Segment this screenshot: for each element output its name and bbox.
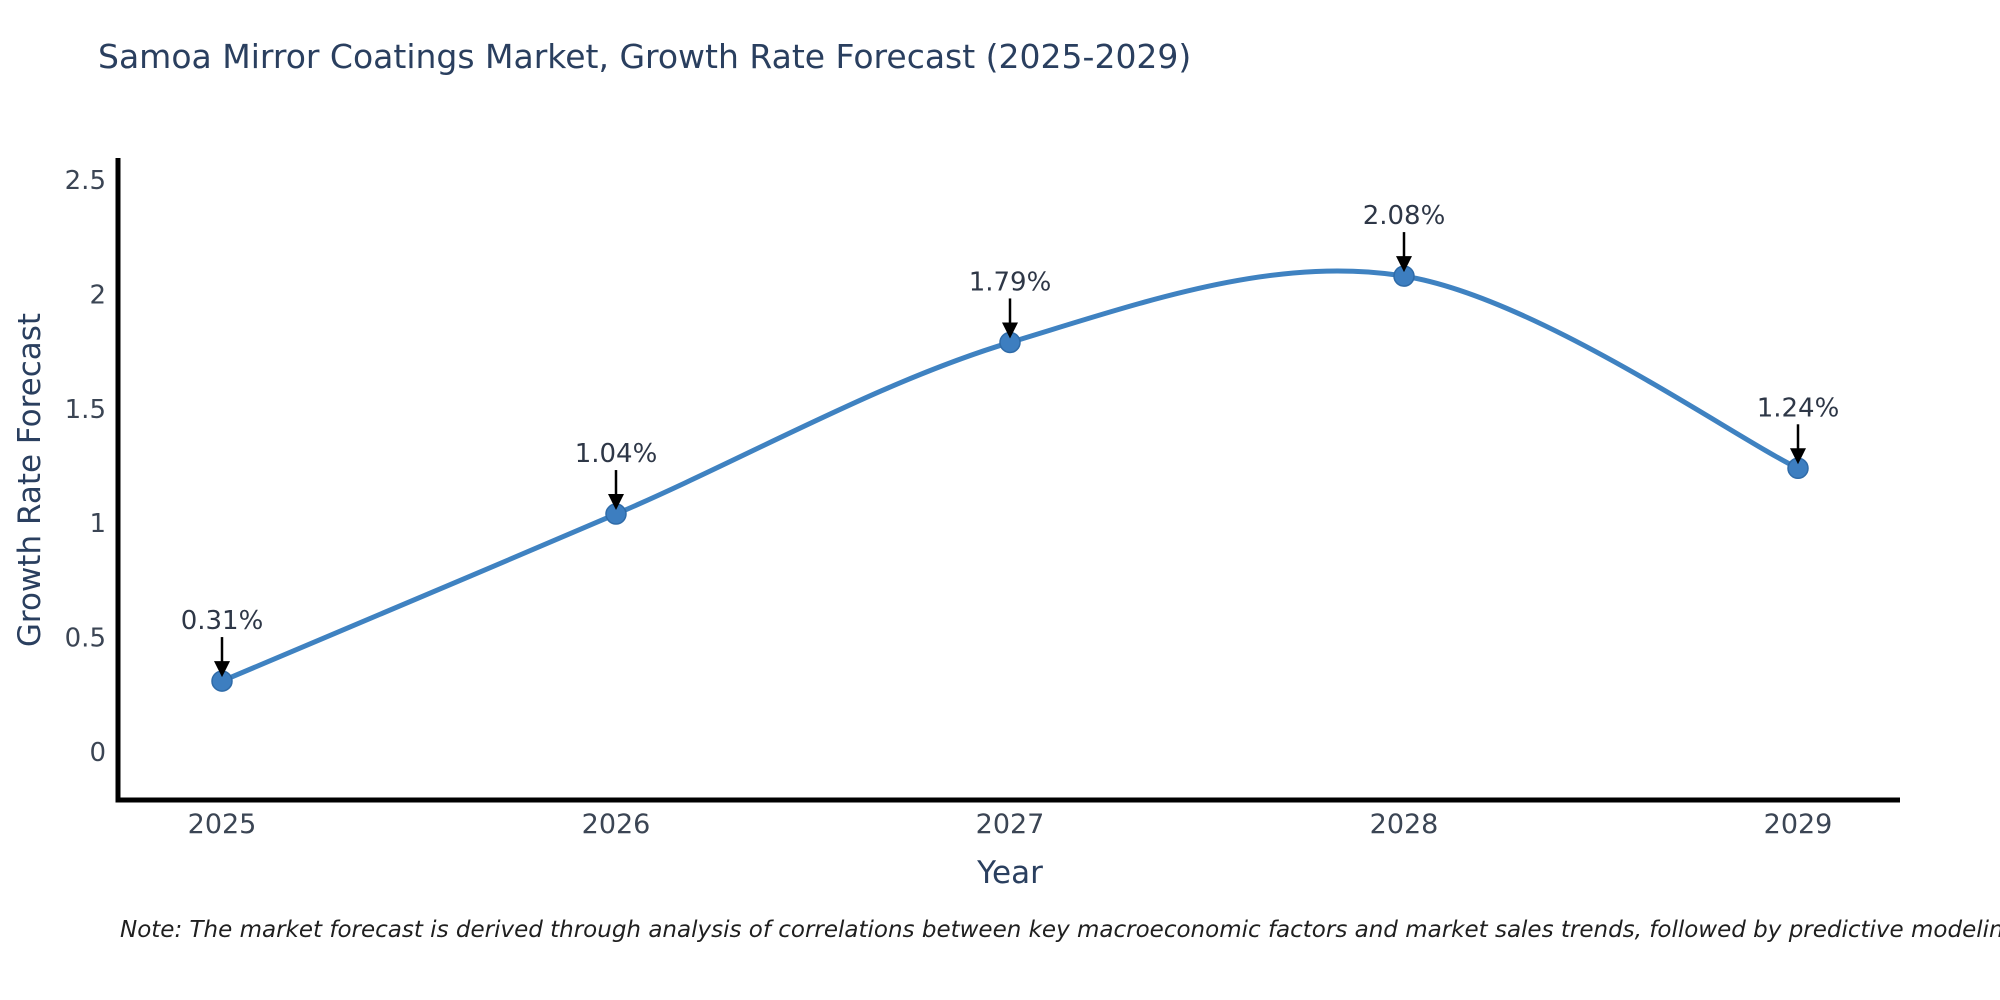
y-tick-label: 1.5	[65, 395, 106, 425]
data-point-label: 1.79%	[969, 267, 1052, 297]
data-point-label: 0.31%	[181, 606, 264, 636]
x-tick-label: 2027	[976, 809, 1045, 840]
x-tick-label: 2028	[1370, 809, 1439, 840]
x-tick-label: 2025	[188, 809, 257, 840]
y-tick-label: 1	[89, 509, 106, 539]
x-tick-label: 2029	[1764, 809, 1833, 840]
chart-title: Samoa Mirror Coatings Market, Growth Rat…	[98, 37, 1192, 76]
y-tick-label: 2.5	[65, 166, 106, 196]
data-point-label: 1.24%	[1757, 393, 1840, 423]
annotation-arrowhead	[608, 494, 624, 511]
y-tick-label: 0	[89, 738, 106, 768]
x-tick-label: 2026	[582, 809, 651, 840]
y-tick-label: 2	[89, 280, 106, 310]
data-point-label: 2.08%	[1363, 201, 1446, 231]
annotation-arrowhead	[214, 661, 230, 678]
annotation-arrowhead	[1002, 322, 1018, 339]
y-tick-label: 0.5	[65, 624, 106, 654]
footnote: Note: The market forecast is derived thr…	[120, 917, 2000, 943]
x-axis-title: Year	[977, 855, 1043, 891]
data-point-label: 1.04%	[575, 439, 658, 469]
annotation-arrowhead	[1396, 256, 1412, 273]
annotation-arrowhead	[1790, 448, 1806, 465]
